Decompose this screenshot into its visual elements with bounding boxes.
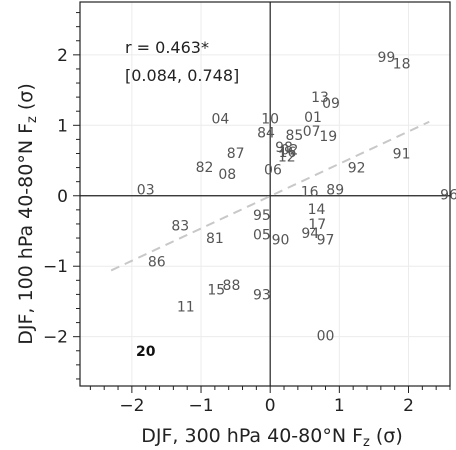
- data-point-label: 02: [281, 142, 299, 158]
- data-point-label: 13: [311, 90, 329, 106]
- y-tick-label: −1: [43, 257, 68, 277]
- x-tick-label: 2: [403, 396, 414, 416]
- y-tick-label: 1: [57, 116, 68, 136]
- data-point-label: 07: [303, 124, 321, 140]
- y-tick-label: −2: [43, 328, 68, 348]
- data-point-label: 81: [206, 231, 224, 247]
- data-point-label: 19: [319, 129, 337, 145]
- correlation-annotation: r = 0.463*: [125, 38, 209, 57]
- y-tick-label: 2: [57, 46, 68, 66]
- data-point-label: 97: [317, 232, 335, 248]
- data-point-label: 06: [264, 163, 282, 179]
- data-point-label: 82: [196, 160, 214, 176]
- data-point-label: 14: [308, 202, 326, 218]
- data-point-label: 03: [137, 182, 155, 198]
- data-point-label: 95: [253, 208, 271, 224]
- data-point-label: 17: [308, 217, 326, 233]
- data-point-label: 88: [223, 278, 241, 294]
- x-tick-label: −1: [188, 396, 213, 416]
- data-point-label: 89: [326, 182, 344, 198]
- confidence-interval-annotation: [0.084, 0.748]: [125, 66, 239, 85]
- data-point-label: 04: [211, 111, 229, 127]
- data-point-label: 09: [322, 96, 340, 112]
- data-point-label: 96: [440, 187, 456, 203]
- data-point-label: 98: [275, 140, 293, 156]
- data-point-label: 16: [279, 145, 297, 161]
- data-point-label: 91: [393, 146, 411, 162]
- x-tick-label: −2: [119, 396, 144, 416]
- data-point-label: 11: [177, 299, 195, 315]
- data-point-label: 10: [261, 111, 279, 127]
- y-axis-title: DJF, 100 hPa 40-80°N Fz (σ): [15, 83, 40, 345]
- data-point-label: 15: [207, 282, 225, 298]
- data-point-label: 90: [272, 232, 290, 248]
- data-point-label: 20: [136, 344, 156, 360]
- x-tick-label: 1: [334, 396, 345, 416]
- regression-line: [110, 120, 430, 272]
- data-point-label: 85: [285, 128, 303, 144]
- y-tick-label: 0: [57, 187, 68, 207]
- data-point-label: 08: [218, 167, 236, 183]
- data-point-label: 12: [278, 149, 296, 165]
- data-point-label: 83: [171, 218, 189, 234]
- data-point-label: 01: [304, 110, 322, 126]
- data-point-label: 05: [253, 228, 271, 244]
- data-point-label: 18: [393, 56, 411, 72]
- zero-lines: [80, 2, 450, 386]
- data-point-label: 92: [348, 161, 366, 177]
- data-point-label: 94: [301, 226, 319, 242]
- data-point-label: 16: [301, 185, 319, 201]
- data-point-label: 84: [257, 125, 275, 141]
- x-axis-title: DJF, 300 hPa 40-80°N Fz (σ): [141, 425, 403, 450]
- data-point-label: 99: [377, 50, 395, 66]
- data-point-label: 87: [227, 146, 245, 162]
- x-tick-label: 0: [265, 396, 276, 416]
- data-point-label: 93: [253, 287, 271, 303]
- data-point-label: 86: [148, 254, 166, 270]
- data-point-label: 00: [317, 328, 335, 344]
- plot-frame: [79, 1, 451, 387]
